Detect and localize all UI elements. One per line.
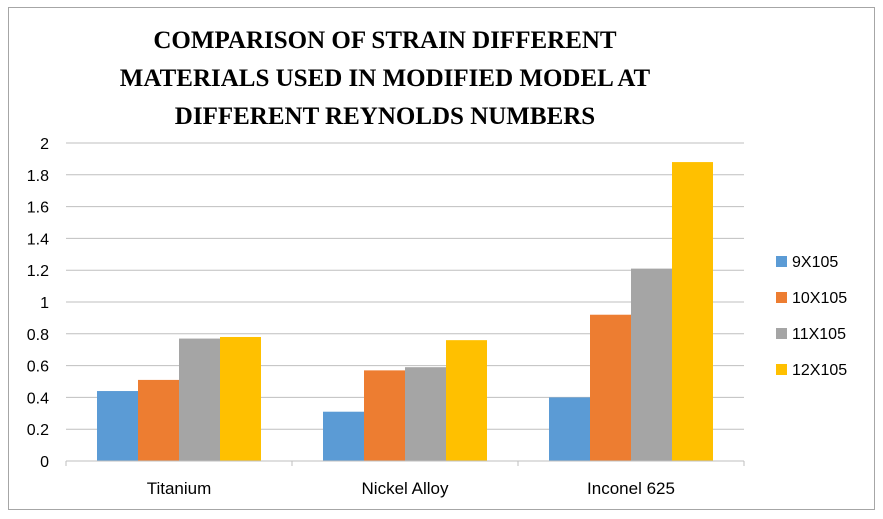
chart-title-line-3: DIFFERENT REYNOLDS NUMBERS xyxy=(174,103,596,130)
bar-11x105-nickel-alloy xyxy=(405,367,446,461)
x-category-label: Inconel 625 xyxy=(587,479,675,498)
bar-12x105-nickel-alloy xyxy=(446,340,487,461)
bars xyxy=(97,162,713,461)
y-tick-label: 0.2 xyxy=(27,422,49,439)
bar-9x105-nickel-alloy xyxy=(323,411,364,461)
chart-title-line-2: MATERIALS USED IN MODIFIED MODEL AT xyxy=(119,65,651,92)
x-category-label: Titanium xyxy=(147,479,212,498)
bar-11x105-inconel-625 xyxy=(631,268,672,461)
legend-swatch xyxy=(776,256,787,267)
x-category-label: Nickel Alloy xyxy=(362,479,449,498)
y-tick-label: 2 xyxy=(40,136,49,153)
legend-label: 10X105 xyxy=(792,290,847,307)
bar-9x105-titanium xyxy=(97,391,138,461)
bar-9x105-inconel-625 xyxy=(549,397,590,461)
legend-swatch xyxy=(776,328,787,339)
bar-12x105-inconel-625 xyxy=(672,162,713,461)
axes: 0 0.2 0.4 0.6 0.8 1 1.2 1.4 1.6 1.8 2 Titanium Nicke… xyxy=(27,136,745,498)
chart-title-line-1: COMPARISON OF STRAIN DIFFERENT xyxy=(153,27,617,54)
y-tick-label: 0.6 xyxy=(27,359,49,376)
y-tick-label: 1.4 xyxy=(27,231,49,248)
y-tick-label: 0.4 xyxy=(27,390,49,407)
bar-10x105-titanium xyxy=(138,379,179,461)
legend-label: 9X105 xyxy=(792,254,838,271)
bar-10x105-nickel-alloy xyxy=(364,370,405,461)
legend-label: 12X105 xyxy=(792,362,847,379)
legend-swatch xyxy=(776,292,787,303)
y-tick-label: 0 xyxy=(40,454,49,471)
y-tick-label: 1 xyxy=(40,295,49,312)
legend-swatch xyxy=(776,364,787,375)
y-tick-label: 1.2 xyxy=(27,263,49,280)
y-tick-label: 1.6 xyxy=(27,200,49,217)
chart-title: COMPARISON OF STRAIN DIFFERENT MATERIALS… xyxy=(60,22,710,136)
bar-11x105-titanium xyxy=(179,338,220,461)
legend: 9X105 10X105 11X105 12X105 xyxy=(776,254,847,379)
bar-12x105-titanium xyxy=(220,336,261,461)
bar-10x105-inconel-625 xyxy=(590,314,631,461)
y-tick-label: 0.8 xyxy=(27,327,49,344)
y-tick-label: 1.8 xyxy=(27,168,49,185)
legend-label: 11X105 xyxy=(792,326,846,343)
